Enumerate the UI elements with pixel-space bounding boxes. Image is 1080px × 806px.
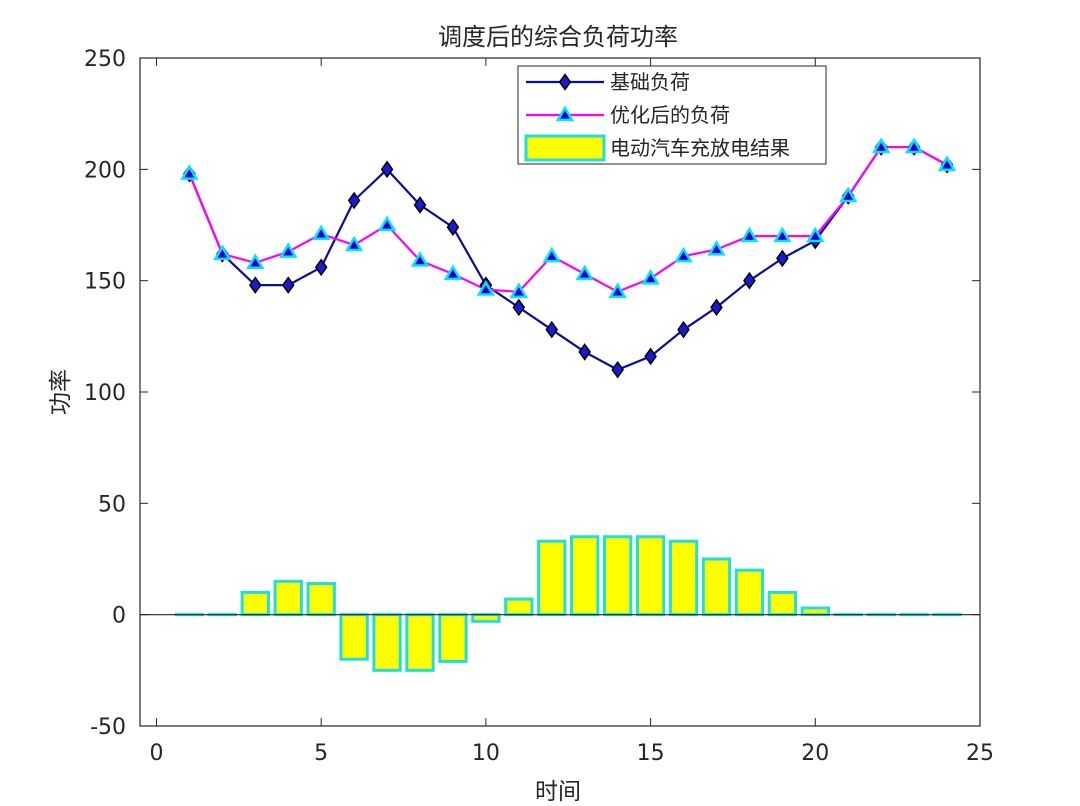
triangle-marker xyxy=(377,215,397,232)
diamond-marker xyxy=(413,196,427,214)
legend-label: 优化后的负荷 xyxy=(610,103,730,127)
ev-bar xyxy=(306,581,336,617)
ev-bar xyxy=(405,613,435,672)
diamond-marker xyxy=(776,249,789,268)
triangle-marker xyxy=(871,137,891,154)
series-line-1 xyxy=(188,145,948,371)
diamond-marker xyxy=(710,298,723,317)
diamond-marker xyxy=(281,276,295,294)
triangle-marker xyxy=(707,240,726,256)
triangle-marker xyxy=(674,246,693,263)
ev-bar xyxy=(734,568,765,617)
ev-bar xyxy=(504,597,534,617)
axes xyxy=(139,57,981,727)
diamond-marker xyxy=(611,360,624,379)
diamond-marker xyxy=(743,271,756,290)
ev-bar xyxy=(240,590,270,617)
ev-bar xyxy=(537,539,567,617)
triangle-marker xyxy=(839,186,858,203)
bar-series xyxy=(174,535,962,672)
ev-bar xyxy=(767,590,798,617)
legend-label: 电动汽车充放电结果 xyxy=(610,136,790,160)
ev-bar xyxy=(701,557,732,617)
diamond-marker xyxy=(248,276,262,294)
x-tick-label: 15 xyxy=(637,741,665,766)
triangle-marker xyxy=(575,264,594,281)
legend-label: 基础负荷 xyxy=(610,70,690,94)
markers xyxy=(180,137,957,379)
y-tick-label: -50 xyxy=(90,715,126,740)
x-tick-label: 20 xyxy=(801,741,829,766)
x-tick-label: 10 xyxy=(472,741,500,766)
diamond-marker xyxy=(314,258,328,277)
ev-bar xyxy=(570,535,600,617)
diamond-marker xyxy=(380,160,394,179)
triangle-marker xyxy=(476,280,496,296)
y-tick-label: 150 xyxy=(84,270,126,295)
triangle-marker xyxy=(773,226,792,243)
ev-bar xyxy=(273,579,303,617)
diamond-marker xyxy=(644,347,657,366)
y-axis-title: 功率 xyxy=(48,369,74,415)
triangle-marker xyxy=(806,226,825,243)
triangle-marker xyxy=(311,224,331,241)
diamond-marker xyxy=(347,191,361,210)
diamond-marker xyxy=(446,218,460,237)
ev-bar xyxy=(339,613,369,661)
diamond-marker xyxy=(545,320,559,339)
triangle-marker xyxy=(641,268,660,285)
triangle-marker xyxy=(410,251,430,267)
triangle-marker xyxy=(443,264,463,281)
ev-bar xyxy=(438,613,468,663)
diamond-marker xyxy=(578,343,592,361)
tick-labels: 0 5 10 15 20 25 -50 0 50 100 150 200 250 xyxy=(84,47,994,766)
triangle-marker xyxy=(542,246,561,263)
triangle-marker xyxy=(608,282,627,298)
ev-bar xyxy=(372,613,402,672)
triangle-marker xyxy=(555,105,575,122)
ev-bar xyxy=(602,535,633,617)
ev-bar xyxy=(471,613,501,623)
triangle-marker xyxy=(740,226,759,243)
x-tick-label: 25 xyxy=(966,741,994,766)
y-tick-label: 0 xyxy=(112,604,126,629)
triangle-marker xyxy=(904,137,924,154)
y-tick-label: 200 xyxy=(84,158,126,183)
diamond-marker xyxy=(512,298,526,317)
triangle-marker xyxy=(180,164,199,180)
triangle-marker xyxy=(344,235,364,252)
diamond-marker xyxy=(558,73,572,91)
y-tick-label: 100 xyxy=(84,381,126,406)
triangle-marker xyxy=(213,244,232,261)
triangle-marker xyxy=(509,282,529,298)
triangle-marker xyxy=(937,155,957,172)
y-tick-label: 250 xyxy=(84,47,126,72)
ev-bar xyxy=(800,606,830,617)
ev-bar xyxy=(635,535,666,617)
triangle-marker xyxy=(246,253,265,270)
x-axis-title: 时间 xyxy=(535,779,581,805)
diamond-marker xyxy=(677,320,690,339)
y-tick-label: 50 xyxy=(98,492,126,517)
ev-bar xyxy=(668,539,699,617)
legend-bar-swatch xyxy=(524,134,606,162)
chart-title: 调度后的综合负荷功率 xyxy=(438,23,678,51)
x-tick-label: 0 xyxy=(149,741,163,766)
triangle-marker xyxy=(279,242,298,258)
x-tick-label: 5 xyxy=(314,741,328,766)
